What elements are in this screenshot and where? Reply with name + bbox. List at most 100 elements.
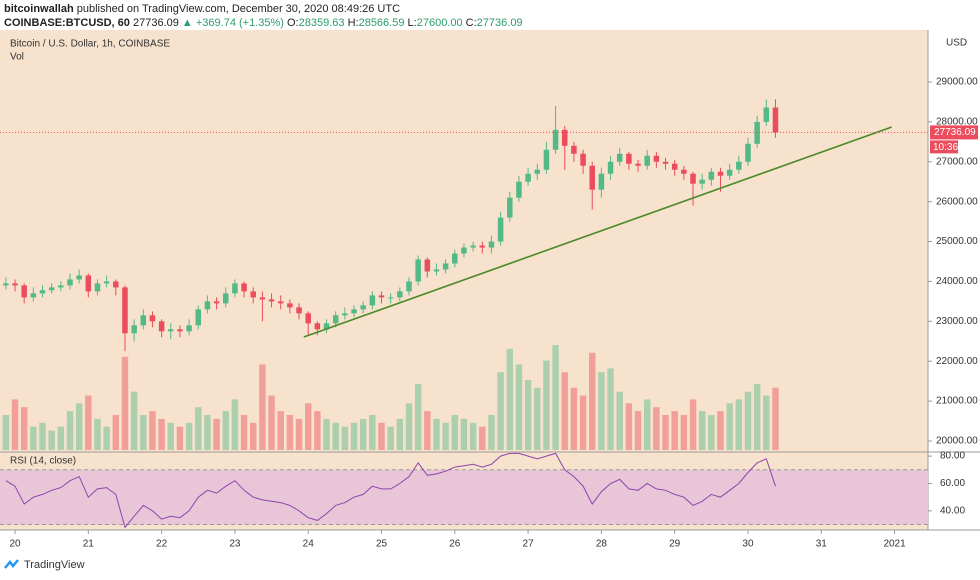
x-tick-label: 24 <box>303 539 315 550</box>
volume-bar <box>534 387 541 450</box>
volume-bar <box>488 415 495 450</box>
volume-bar <box>341 426 349 450</box>
ohlc-label: C: <box>465 17 477 29</box>
volume-bar <box>57 426 65 450</box>
candle-body <box>488 241 495 248</box>
volume-bar <box>662 415 669 450</box>
ohlc-value: 27736.09 <box>476 17 523 29</box>
candle-body <box>314 323 321 330</box>
candle-body <box>195 309 202 326</box>
logo <box>4 559 19 569</box>
volume-bar <box>726 403 733 450</box>
candle-body <box>259 297 266 300</box>
volume-bar <box>497 372 504 450</box>
volume-bar <box>359 418 367 450</box>
candle-body <box>204 301 211 310</box>
volume-bar <box>204 415 211 450</box>
candle-body <box>296 307 302 314</box>
volume-bar <box>405 403 413 450</box>
volume-bar <box>286 415 294 450</box>
volume-bar <box>543 360 550 450</box>
candle-body <box>369 295 376 306</box>
candle-body <box>681 169 687 174</box>
rsi-band <box>0 469 928 525</box>
candle-body <box>241 283 247 292</box>
candle-body <box>653 155 660 162</box>
candle-body <box>470 245 476 248</box>
currency: USD <box>946 38 967 49</box>
volume-bar <box>39 422 46 450</box>
candle-body <box>690 173 696 184</box>
candle-body <box>433 269 440 272</box>
y-tick-label: 21000.00 <box>936 396 978 407</box>
candle-body <box>305 313 311 324</box>
volume-bar <box>231 399 239 450</box>
candle-body <box>360 305 366 310</box>
volume-bar <box>451 415 459 450</box>
author: bitcoinwallah <box>4 3 74 15</box>
candle-body <box>626 153 632 164</box>
volume-bar <box>671 411 678 450</box>
x-tick-label: 31 <box>816 539 828 550</box>
header-line: COINBASE:BTCUSD, 60 27736.09 ▲ +369.74 (… <box>4 16 523 30</box>
candle-body <box>378 295 385 298</box>
volume-bar <box>75 403 83 450</box>
volume-bar <box>763 395 770 450</box>
ohlc: O:28359.63 H:28566.59 L:27600.00 C:27736… <box>287 17 523 29</box>
candle-body <box>213 301 220 304</box>
volume-bar <box>158 418 165 450</box>
candle-body <box>644 155 650 166</box>
volume-bar <box>524 380 532 450</box>
candle-body <box>534 169 541 174</box>
candle-body <box>497 217 504 242</box>
volume-bar <box>103 426 110 450</box>
candle-body <box>580 153 586 166</box>
volume-bar <box>634 411 642 450</box>
ohlc-label: O: <box>287 17 299 29</box>
volume-bar <box>85 395 92 450</box>
candle-body <box>21 285 27 298</box>
published: published on TradingView.com, December 3… <box>76 3 401 15</box>
candle-body <box>461 247 467 254</box>
volume-bar <box>680 415 688 450</box>
candle-body <box>763 107 770 122</box>
chart: Bitcoin / U.S. Dollar, 1h, COINBASE Vol … <box>0 30 980 550</box>
candle-body <box>772 107 779 133</box>
volume-bar <box>350 422 358 450</box>
volume-bar <box>643 399 651 450</box>
candle-body <box>708 171 715 180</box>
candle-body <box>67 279 73 286</box>
x-tick-label: 21 <box>83 539 95 550</box>
candle-body <box>699 179 705 184</box>
volume-bar <box>140 415 147 450</box>
candle-body <box>177 329 183 332</box>
countdown-tag <box>930 140 958 154</box>
chart-title: Bitcoin / U.S. Dollar, 1h, COINBASE <box>10 39 170 50</box>
candle-body <box>168 329 174 332</box>
candle-body <box>516 181 522 198</box>
candle-body <box>30 293 37 298</box>
volume-bar <box>424 411 431 450</box>
volume-bar <box>469 422 477 450</box>
trendline <box>303 126 892 338</box>
header-line: bitcoinwallah published on TradingView.c… <box>4 2 523 16</box>
candle-body <box>635 163 641 166</box>
candle-body <box>85 275 92 292</box>
volume-bar <box>378 422 385 450</box>
y-tick-label: 28000.00 <box>936 117 978 128</box>
candle-body <box>76 275 82 280</box>
volume-bar <box>213 418 220 450</box>
volume-bar <box>176 426 184 450</box>
volume-bar <box>625 403 633 450</box>
candle-body <box>342 313 348 316</box>
candle-body <box>131 325 137 334</box>
volume-bar <box>268 395 275 450</box>
y-tick-label: 24000.00 <box>936 276 978 287</box>
candle-body <box>507 197 513 218</box>
volume-bar <box>414 383 422 450</box>
volume-bar <box>396 418 404 450</box>
candle-body <box>571 145 577 154</box>
candle-body <box>323 323 330 330</box>
volume-bar <box>506 348 513 450</box>
volume-bar <box>515 364 523 450</box>
